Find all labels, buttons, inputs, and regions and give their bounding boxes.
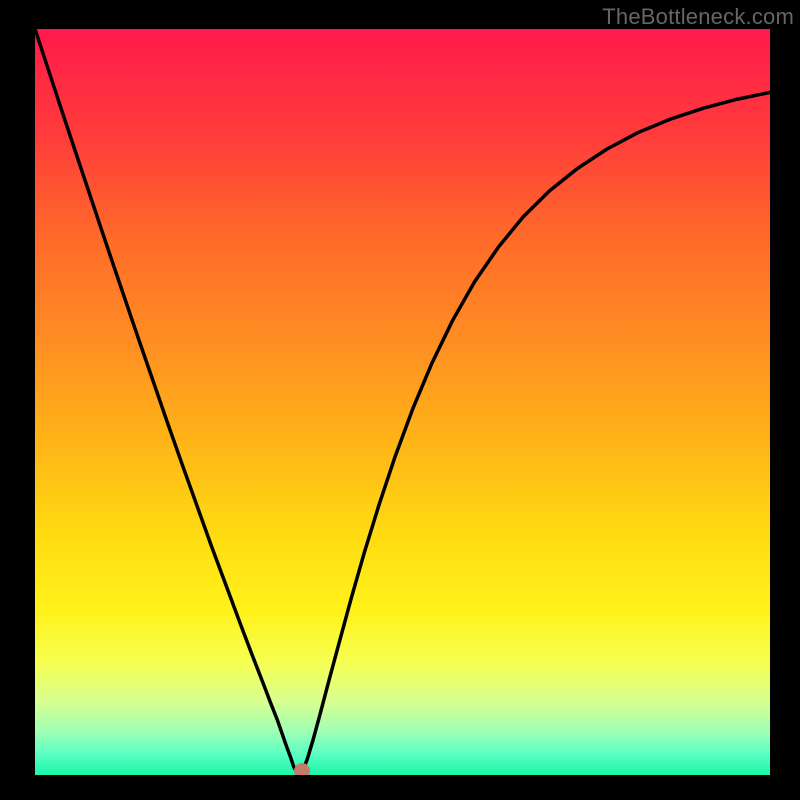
watermark-text: TheBottleneck.com bbox=[602, 4, 794, 30]
minimum-marker bbox=[294, 763, 310, 775]
figure-canvas: TheBottleneck.com bbox=[0, 0, 800, 800]
plot-area bbox=[35, 29, 770, 775]
plot-frame bbox=[35, 29, 770, 775]
bottleneck-curve bbox=[35, 29, 770, 775]
